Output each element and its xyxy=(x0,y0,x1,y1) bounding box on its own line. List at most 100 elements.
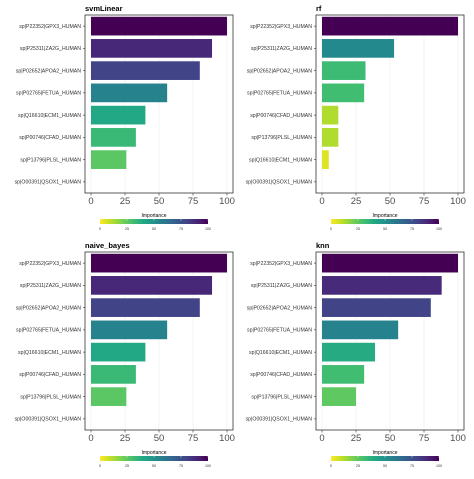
y-tick-label: sp|P22352|GPX3_HUMAN xyxy=(250,261,312,267)
legend-tick-label: 50 xyxy=(152,227,156,231)
x-tick-label: 25 xyxy=(120,196,131,207)
y-tick-label: sp|P02765|FETUA_HUMAN xyxy=(247,91,312,97)
y-tick-label: sp|P13796|PLSL_HUMAN xyxy=(20,394,81,400)
x-tick-label: 50 xyxy=(154,196,165,207)
legend-tick-label: 100 xyxy=(436,227,442,231)
x-tick-label: 100 xyxy=(219,196,235,207)
legend-tick-label: 50 xyxy=(383,464,387,468)
legend-tick-label: 100 xyxy=(436,464,442,468)
bar xyxy=(91,128,136,147)
y-tick-label: sp|O00391|QSOX1_HUMAN xyxy=(246,180,313,186)
x-tick-label: 75 xyxy=(419,196,430,207)
bar xyxy=(91,16,227,36)
bar xyxy=(91,298,200,317)
x-tick-label: 75 xyxy=(419,433,430,444)
bar xyxy=(91,253,227,273)
y-tick-label: sp|Q16610|ECM1_HUMAN xyxy=(249,157,312,163)
legend-title: Importance xyxy=(141,450,166,456)
legend-tick-label: 75 xyxy=(410,464,414,468)
legend: Importance 0 25 50 75 100 xyxy=(99,450,211,468)
legend-tick-label: 50 xyxy=(152,464,156,468)
legend-tick-label: 100 xyxy=(205,464,211,468)
legend-tick-label: 0 xyxy=(330,227,332,231)
x-tick-label: 0 xyxy=(88,196,93,207)
y-tick-label: sp|P25311|ZA2G_HUMAN xyxy=(251,46,312,52)
x-tick-label: 0 xyxy=(319,196,324,207)
y-tick-label: sp|P02652|APOA2_HUMAN xyxy=(16,68,82,74)
bar xyxy=(322,128,339,147)
y-tick-label: sp|P22352|GPX3_HUMAN xyxy=(19,24,81,30)
y-tick-label: sp|P00746|CFAD_HUMAN xyxy=(19,135,81,141)
bar xyxy=(322,105,339,125)
y-tick-label: sp|P02765|FETUA_HUMAN xyxy=(16,328,81,334)
bar xyxy=(322,365,365,384)
x-tick-label: 100 xyxy=(450,433,466,444)
x-tick-label: 25 xyxy=(351,196,362,207)
x-tick-label: 50 xyxy=(385,196,396,207)
y-tick-label: sp|Q16610|ECM1_HUMAN xyxy=(18,113,81,119)
bar xyxy=(322,276,442,295)
legend-tick-label: 50 xyxy=(383,227,387,231)
legend: Importance 0 25 50 75 100 xyxy=(330,213,442,231)
legend-tick-label: 25 xyxy=(125,227,129,231)
bar xyxy=(322,320,399,340)
panel-title: naive_bayes xyxy=(85,241,130,250)
x-tick-label: 50 xyxy=(154,433,165,444)
bar xyxy=(91,61,200,80)
x-tick-label: 0 xyxy=(319,433,324,444)
panel-naive_bayes: naive_bayes sp|P22352|GPX3_HUMAN sp|P25311… xyxy=(15,241,235,468)
legend-tick-label: 75 xyxy=(179,464,183,468)
legend-title: Importance xyxy=(372,213,397,219)
legend-tick-label: 0 xyxy=(99,227,101,231)
legend-title: Importance xyxy=(141,213,166,219)
bar xyxy=(322,39,395,58)
bar xyxy=(91,39,213,58)
panel-knn: knn sp|P22352|GPX3_HUMAN sp|P25311|ZA2G_HU… xyxy=(246,241,466,468)
legend-tick-label: 25 xyxy=(125,464,129,468)
y-tick-label: sp|O00391|QSOX1_HUMAN xyxy=(15,417,82,423)
legend-title: Importance xyxy=(372,450,397,456)
x-tick-label: 100 xyxy=(450,196,466,207)
legend-colorbar xyxy=(331,456,439,461)
y-tick-label: sp|P02765|FETUA_HUMAN xyxy=(16,91,81,97)
legend-tick-label: 75 xyxy=(410,227,414,231)
x-tick-label: 0 xyxy=(88,433,93,444)
y-tick-label: sp|Q16610|ECM1_HUMAN xyxy=(18,350,81,356)
bar xyxy=(91,105,146,125)
y-tick-label: sp|O00391|QSOX1_HUMAN xyxy=(246,417,313,423)
y-tick-label: sp|P25311|ZA2G_HUMAN xyxy=(20,283,81,289)
bar xyxy=(91,387,127,406)
panel-title: rf xyxy=(316,4,322,13)
bar xyxy=(322,298,431,317)
legend-tick-label: 0 xyxy=(99,464,101,468)
panel-title: knn xyxy=(316,241,330,250)
y-tick-label: sp|P13796|PLSL_HUMAN xyxy=(20,157,81,163)
y-tick-label: sp|P02652|APOA2_HUMAN xyxy=(16,305,82,311)
bar xyxy=(322,253,458,273)
bar xyxy=(91,365,136,384)
legend: Importance 0 25 50 75 100 xyxy=(330,450,442,468)
legend-colorbar xyxy=(100,456,208,461)
panel-title: svmLinear xyxy=(85,4,123,13)
y-tick-label: sp|P00746|CFAD_HUMAN xyxy=(250,113,312,119)
x-tick-label: 100 xyxy=(219,433,235,444)
bar xyxy=(322,150,329,169)
x-tick-label: 25 xyxy=(120,433,131,444)
legend-tick-label: 100 xyxy=(205,227,211,231)
bar xyxy=(91,150,127,169)
bar xyxy=(91,83,168,103)
legend-colorbar xyxy=(100,219,208,224)
x-tick-label: 75 xyxy=(188,196,199,207)
x-tick-label: 25 xyxy=(351,433,362,444)
bar xyxy=(322,61,366,80)
y-tick-label: sp|P02652|APOA2_HUMAN xyxy=(247,68,313,74)
y-tick-label: sp|P25311|ZA2G_HUMAN xyxy=(20,46,81,52)
legend-tick-label: 0 xyxy=(330,464,332,468)
legend-colorbar xyxy=(331,219,439,224)
y-tick-label: sp|O00391|QSOX1_HUMAN xyxy=(15,180,82,186)
x-tick-label: 75 xyxy=(188,433,199,444)
bar xyxy=(322,387,356,406)
legend-tick-label: 25 xyxy=(356,227,360,231)
